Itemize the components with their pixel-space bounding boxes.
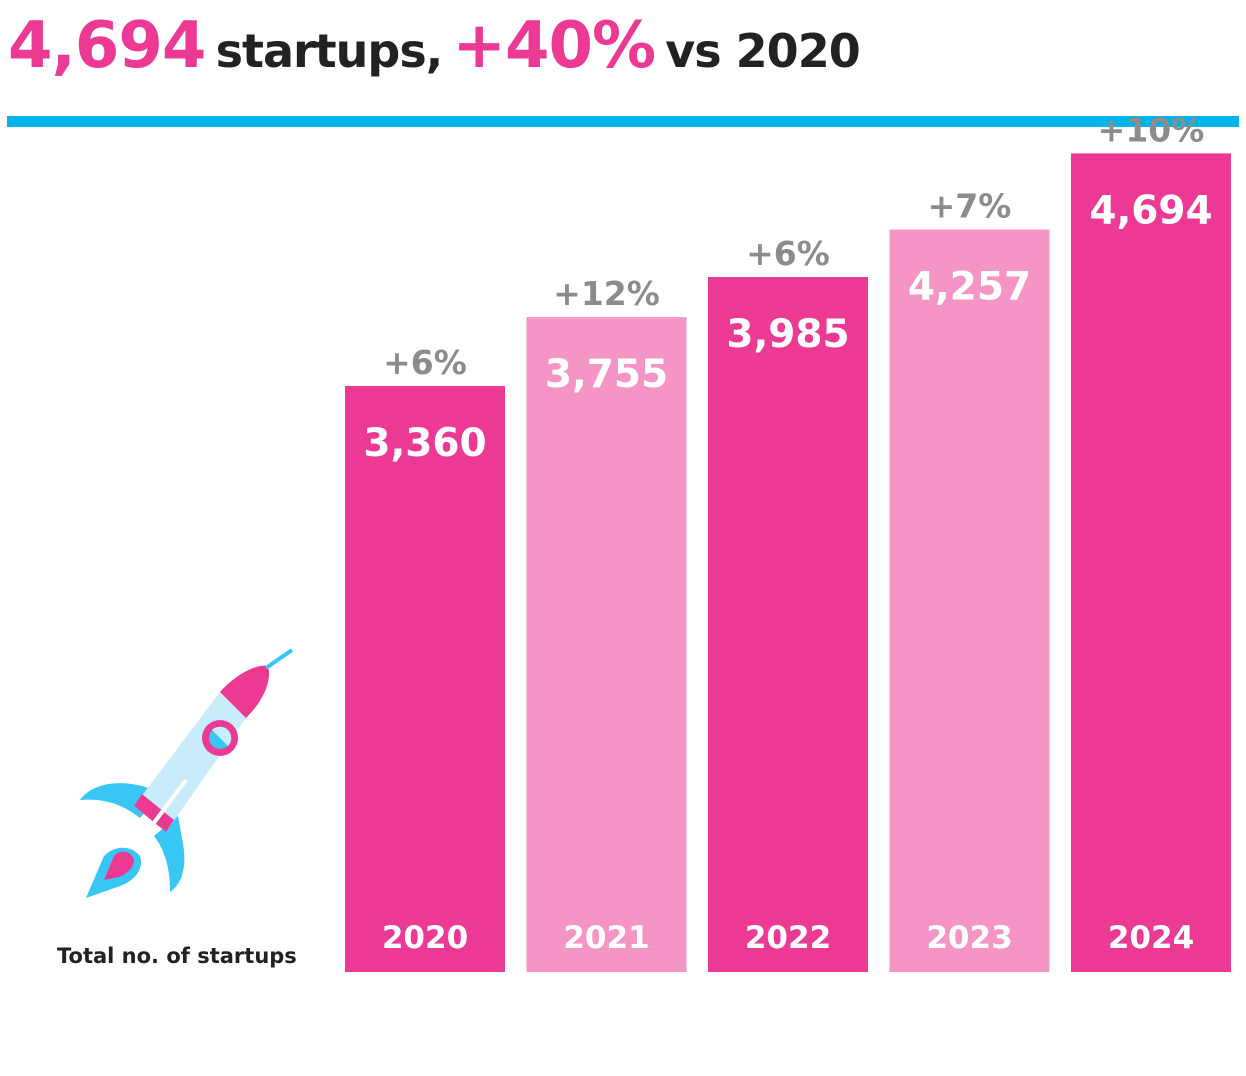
category-label-2024: 2024 bbox=[1108, 920, 1194, 956]
bar-2022 bbox=[708, 277, 868, 972]
rocket-icon bbox=[80, 648, 294, 898]
value-label-2020: 3,360 bbox=[363, 421, 486, 466]
bar-2021 bbox=[526, 317, 687, 972]
bar-2020 bbox=[345, 386, 505, 972]
headline-growth: +40% bbox=[452, 9, 656, 83]
category-label-2020: 2020 bbox=[382, 920, 468, 956]
category-label-2021: 2021 bbox=[563, 920, 649, 956]
headline-total: 4,694 bbox=[8, 9, 206, 83]
growth-label-2024: +10% bbox=[1098, 110, 1205, 149]
value-label-2022: 3,985 bbox=[726, 312, 849, 357]
value-label-2021: 3,755 bbox=[545, 352, 668, 397]
axis-note: Total no. of startups bbox=[57, 944, 297, 968]
value-label-2024: 4,694 bbox=[1089, 188, 1212, 233]
growth-label-2020: +6% bbox=[383, 343, 467, 382]
headline-text-2: vs 2020 bbox=[665, 24, 860, 78]
headline: 4,694 startups, +40% vs 2020 bbox=[8, 14, 861, 78]
category-label-2023: 2023 bbox=[926, 920, 1012, 956]
growth-label-2021: +12% bbox=[553, 274, 660, 313]
growth-label-2022: +6% bbox=[746, 234, 830, 273]
bar-2024 bbox=[1071, 153, 1231, 972]
header-divider bbox=[7, 116, 1239, 127]
value-label-2023: 4,257 bbox=[908, 265, 1031, 310]
bar-2023 bbox=[889, 229, 1050, 972]
growth-label-2023: +7% bbox=[928, 187, 1012, 226]
category-label-2022: 2022 bbox=[745, 920, 831, 956]
headline-text-1: startups, bbox=[215, 24, 444, 78]
